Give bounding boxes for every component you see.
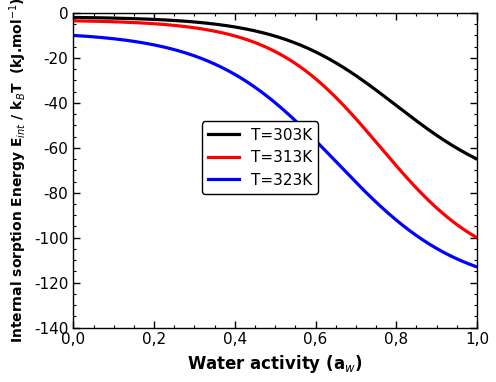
T=323K [70, 33, 76, 38]
Line: T=323K: T=323K [73, 36, 477, 267]
T=323K [385, 211, 391, 215]
T=313K [348, 110, 354, 115]
T=303K [234, 25, 240, 29]
T=303K [348, 70, 354, 74]
T=303K [248, 28, 254, 32]
T=323K [112, 37, 118, 41]
T=303K [70, 15, 76, 20]
T=303K [112, 16, 118, 20]
T=303K [385, 97, 391, 102]
T=313K [248, 39, 254, 44]
T=303K [392, 102, 398, 107]
T=313K [474, 235, 480, 240]
T=313K [112, 19, 118, 24]
T=323K [248, 82, 254, 87]
T=323K [234, 73, 240, 78]
Line: T=303K: T=303K [73, 18, 477, 159]
T=323K [474, 265, 480, 269]
Y-axis label: Internal sorption Energy E$_{int}$ / k$_B$T  (kJ.mol$^{-1}$): Internal sorption Energy E$_{int}$ / k$_… [7, 0, 29, 343]
X-axis label: Water activity (a$_w$): Water activity (a$_w$) [187, 353, 363, 375]
T=303K [474, 157, 480, 161]
T=313K [392, 162, 398, 167]
T=323K [392, 217, 398, 222]
T=323K [348, 175, 354, 179]
T=313K [234, 34, 240, 39]
T=313K [70, 18, 76, 23]
T=313K [385, 154, 391, 159]
Legend: T=303K, T=313K, T=323K: T=303K, T=313K, T=323K [202, 121, 318, 194]
Line: T=313K: T=313K [73, 21, 477, 238]
